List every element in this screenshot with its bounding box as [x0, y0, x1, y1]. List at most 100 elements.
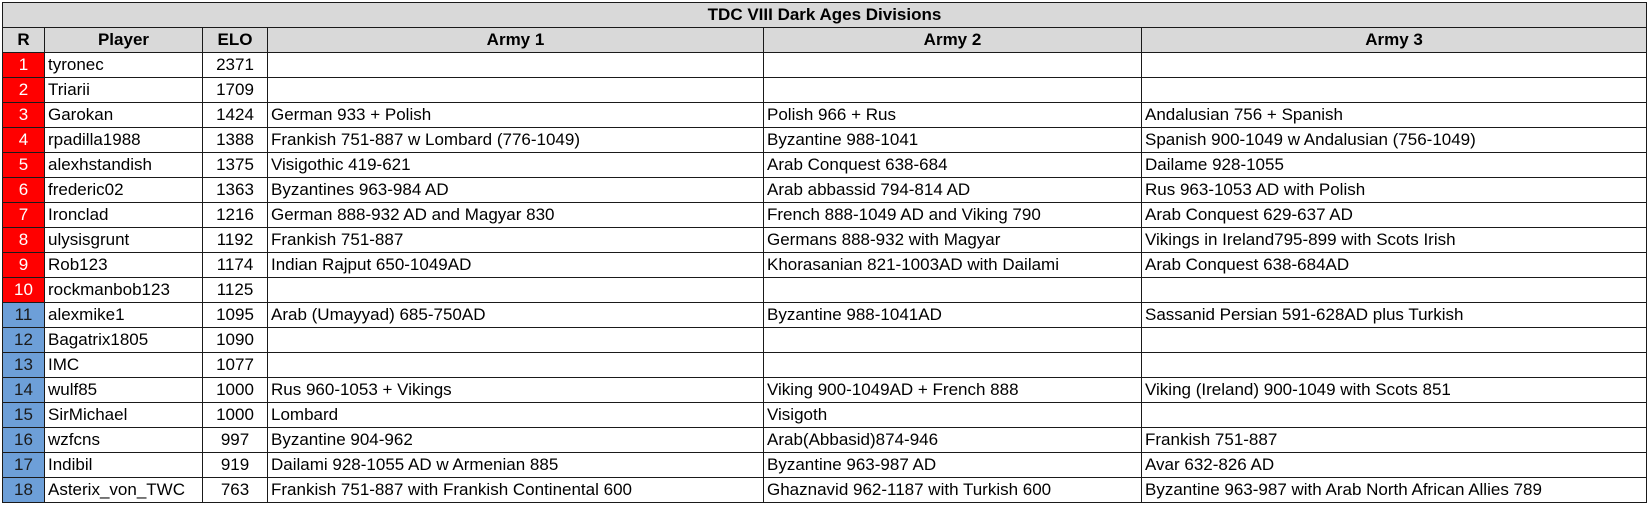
- army-2-cell: Germans 888-932 with Magyar: [763, 227, 1142, 253]
- army-1-cell: [267, 327, 764, 353]
- army-2-cell: [763, 77, 1142, 103]
- army-1-cell: Lombard: [267, 402, 764, 428]
- army-1-cell: Byzantines 963-984 AD: [267, 177, 764, 203]
- army-1-cell: Byzantine 904-962: [267, 427, 764, 453]
- table-row: 6 frederic02 1363 Byzantines 963-984 AD Arab…: [2, 177, 1648, 203]
- table-row: 9 Rob123 1174 Indian Rajput 650-1049AD Khora…: [2, 252, 1648, 278]
- army-1-cell: German 888-932 AD and Magyar 830: [267, 202, 764, 228]
- army-3-cell: Frankish 751-887: [1140, 427, 1648, 453]
- army-1-cell: Arab (Umayyad) 685-750AD: [267, 302, 764, 328]
- elo-cell: 1709: [202, 77, 268, 103]
- army-2-cell: Arab Conquest 638-684: [763, 152, 1142, 178]
- table-row: 15 SirMichael 1000 Lombard Visigoth: [2, 402, 1648, 428]
- elo-cell: 997: [202, 427, 268, 453]
- elo-cell: 1174: [202, 252, 268, 278]
- elo-cell: 1375: [202, 152, 268, 178]
- rank-cell: 10: [2, 277, 45, 303]
- player-cell: tyronec: [44, 52, 203, 78]
- army-3-cell: [1140, 277, 1648, 303]
- army-2-cell: [763, 352, 1142, 378]
- rank-cell: 3: [2, 102, 45, 128]
- army-3-cell: Sassanid Persian 591-628AD plus Turkish: [1140, 302, 1648, 328]
- table-row: 8 ulysisgrunt 1192 Frankish 751-887 Germans …: [2, 227, 1648, 253]
- header-army-1: Army 1: [267, 27, 764, 53]
- army-3-cell: Andalusian 756 + Spanish: [1140, 102, 1648, 128]
- army-2-cell: [763, 277, 1142, 303]
- army-3-cell: Viking (Ireland) 900-1049 with Scots 851: [1140, 377, 1648, 403]
- army-3-cell: [1140, 52, 1648, 78]
- army-1-cell: [267, 52, 764, 78]
- elo-cell: 1095: [202, 302, 268, 328]
- player-cell: alexhstandish: [44, 152, 203, 178]
- rank-cell: 14: [2, 377, 45, 403]
- army-3-cell: [1140, 352, 1648, 378]
- player-cell: Ironclad: [44, 202, 203, 228]
- army-2-cell: Ghaznavid 962-1187 with Turkish 600: [763, 477, 1142, 503]
- table-row: 4 rpadilla1988 1388 Frankish 751-887 w Lomb…: [2, 127, 1648, 153]
- army-2-cell: French 888-1049 AD and Viking 790: [763, 202, 1142, 228]
- rank-cell: 1: [2, 52, 45, 78]
- table-title: TDC VIII Dark Ages Divisions: [1, 2, 1648, 28]
- army-1-cell: [267, 77, 764, 103]
- rank-cell: 15: [2, 402, 45, 428]
- army-2-cell: Visigoth: [763, 402, 1142, 428]
- title-row: TDC VIII Dark Ages Divisions: [1, 2, 1648, 28]
- table-row: 7 Ironclad 1216 German 888-932 AD and Magya…: [2, 202, 1648, 228]
- table-row: 11 alexmike1 1095 Arab (Umayyad) 685-750AD B…: [2, 302, 1648, 328]
- table-row: 5 alexhstandish 1375 Visigothic 419-621 Arab…: [2, 152, 1648, 178]
- army-2-cell: Arab abbassid 794-814 AD: [763, 177, 1142, 203]
- rank-cell: 8: [2, 227, 45, 253]
- rank-cell: 7: [2, 202, 45, 228]
- army-3-cell: Avar 632-826 AD: [1140, 452, 1648, 478]
- army-1-cell: Dailami 928-1055 AD w Armenian 885: [267, 452, 764, 478]
- army-3-cell: Spanish 900-1049 w Andalusian (756-1049): [1140, 127, 1648, 153]
- elo-cell: 1000: [202, 377, 268, 403]
- player-cell: wzfcns: [44, 427, 203, 453]
- army-2-cell: Byzantine 988-1041AD: [763, 302, 1142, 328]
- army-1-cell: Frankish 751-887 w Lombard (776-1049): [267, 127, 764, 153]
- army-2-cell: Byzantine 963-987 AD: [763, 452, 1142, 478]
- player-cell: Asterix_von_TWC: [44, 477, 203, 503]
- table-row: 13 IMC 1077: [2, 352, 1648, 378]
- rank-cell: 12: [2, 327, 45, 353]
- army-3-cell: Rus 963-1053 AD with Polish: [1140, 177, 1648, 203]
- table-row: 10 rockmanbob123 1125: [2, 277, 1648, 303]
- rank-cell: 11: [2, 302, 45, 328]
- army-2-cell: Arab(Abbasid)874-946: [763, 427, 1142, 453]
- rank-cell: 18: [2, 477, 45, 503]
- army-1-cell: [267, 352, 764, 378]
- army-3-cell: [1140, 77, 1648, 103]
- header-army-2: Army 2: [763, 27, 1142, 53]
- elo-cell: 1363: [202, 177, 268, 203]
- player-cell: Indibil: [44, 452, 203, 478]
- player-cell: rpadilla1988: [44, 127, 203, 153]
- player-cell: SirMichael: [44, 402, 203, 428]
- rank-cell: 2: [2, 77, 45, 103]
- player-cell: rockmanbob123: [44, 277, 203, 303]
- player-cell: Bagatrix1805: [44, 327, 203, 353]
- player-cell: ulysisgrunt: [44, 227, 203, 253]
- army-2-cell: Polish 966 + Rus: [763, 102, 1142, 128]
- army-1-cell: Visigothic 419-621: [267, 152, 764, 178]
- rank-cell: 17: [2, 452, 45, 478]
- table-row: 18 Asterix_von_TWC 763 Frankish 751-887 wit…: [2, 477, 1648, 503]
- elo-cell: 763: [202, 477, 268, 503]
- header-rank: R: [2, 27, 45, 53]
- table-row: 16 wzfcns 997 Byzantine 904-962 Arab(Abbasid…: [2, 427, 1648, 453]
- table-row: 17 Indibil 919 Dailami 928-1055 AD w Armeni…: [2, 452, 1648, 478]
- player-cell: Rob123: [44, 252, 203, 278]
- army-3-cell: Arab Conquest 638-684AD: [1140, 252, 1648, 278]
- player-cell: wulf85: [44, 377, 203, 403]
- elo-cell: 2371: [202, 52, 268, 78]
- army-2-cell: Khorasanian 821-1003AD with Dailami: [763, 252, 1142, 278]
- rank-cell: 16: [2, 427, 45, 453]
- army-3-cell: Byzantine 963-987 with Arab North Africa…: [1140, 477, 1648, 503]
- header-elo: ELO: [202, 27, 268, 53]
- player-cell: Triarii: [44, 77, 203, 103]
- table-row: 3 Garokan 1424 German 933 + Polish Polish 96…: [2, 102, 1648, 128]
- army-3-cell: Dailame 928-1055: [1140, 152, 1648, 178]
- player-cell: IMC: [44, 352, 203, 378]
- rank-cell: 9: [2, 252, 45, 278]
- elo-cell: 1090: [202, 327, 268, 353]
- header-row: R Player ELO Army 1 Army 2 Army 3: [2, 27, 1648, 53]
